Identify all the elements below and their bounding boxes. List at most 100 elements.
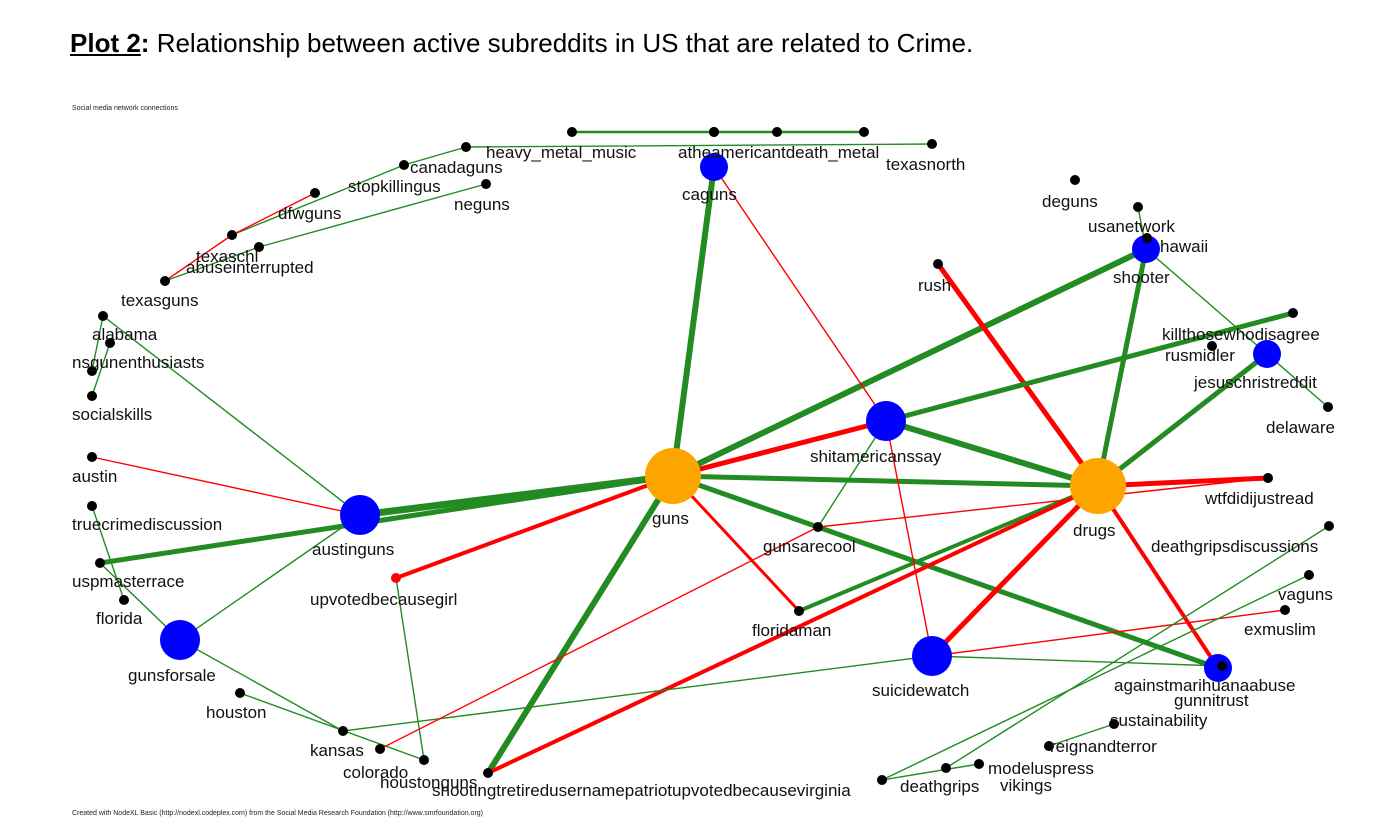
node-austinguns[interactable] [340, 495, 380, 535]
node-label-dfwguns: dfwguns [278, 204, 341, 223]
node-shitamericanssay[interactable] [866, 401, 906, 441]
edge-austinguns-texasguns [102, 315, 361, 516]
node-upvotedbecausegirl[interactable] [391, 573, 401, 583]
node-guns[interactable] [645, 448, 701, 504]
node-reignandterror[interactable] [1044, 741, 1054, 751]
node-texasguns[interactable] [98, 311, 108, 321]
node-deguns[interactable] [1070, 175, 1080, 185]
node-houstonguns[interactable] [419, 755, 429, 765]
node-top-row-2 [772, 127, 782, 137]
plot-heading-text: Relationship between active subreddits i… [149, 28, 974, 58]
edge-guns-uspmasterrace [97, 473, 676, 566]
edge-suicidewatch-exmuslim [931, 609, 1286, 657]
node-label-rush: rush [918, 276, 951, 295]
node-abuseinterrupted[interactable] [160, 276, 170, 286]
node-label-deguns: deguns [1042, 192, 1098, 211]
node-socialskills[interactable] [87, 391, 97, 401]
node-label-hawaii: hawaii [1160, 237, 1208, 256]
node-kansas[interactable] [338, 726, 348, 736]
edge-drugs-shooter [1095, 246, 1149, 489]
node-neguns[interactable] [481, 179, 491, 189]
node-atheamericantdeath_metal[interactable] [709, 127, 719, 137]
node-exmuslim[interactable] [1280, 605, 1290, 615]
node-austin[interactable] [87, 452, 97, 462]
node-rush[interactable] [933, 259, 943, 269]
edge-guns-upvotedbecausegirl [394, 474, 675, 580]
edge-austinguns-gunsforsale [179, 514, 361, 641]
node-label-kansas: kansas [310, 741, 364, 760]
node-rusmidler[interactable] [1207, 341, 1217, 351]
node-label-alabama: alabama [92, 325, 158, 344]
node-vikings[interactable] [941, 763, 951, 773]
node-truecrimediscussion[interactable] [87, 501, 97, 511]
node-usanetwork[interactable] [1133, 202, 1143, 212]
node-label-florida: florida [96, 609, 143, 628]
node-heavy_metal_music[interactable] [461, 142, 471, 152]
node-label-nsgunenthusiasts: nsgunenthusiasts [72, 353, 204, 372]
node-gunsarecool[interactable] [813, 522, 823, 532]
node-caguns[interactable] [700, 153, 728, 181]
edge-dfwguns-stopkillingus [231, 192, 316, 236]
edge-guns-floridaman [671, 474, 801, 613]
node-label-heavy_metal_music: heavy_metal_music [486, 143, 637, 162]
node-wtfdidijustread[interactable] [1263, 473, 1273, 483]
node-killthosewhodisagree[interactable] [1288, 308, 1298, 318]
edge-deathgripsdiscussions-vikings [945, 525, 1330, 769]
node-label-vikings: vikings [1000, 776, 1052, 795]
edge-drugs-jesuschristreddit [1095, 351, 1270, 489]
node-drugs[interactable] [1070, 458, 1126, 514]
edge-houston-houstonguns [239, 692, 425, 761]
node-gunsforsale[interactable] [160, 620, 200, 660]
node-shooter[interactable] [1132, 235, 1160, 263]
node-jesuschristreddit[interactable] [1253, 340, 1281, 368]
edge-suicidewatch-kansas [342, 655, 933, 732]
node-label-shitamericanssay: shitamericanssay [810, 447, 942, 466]
edge-heavy_metal_music-canadaguns [403, 146, 467, 166]
node-suicidewatch[interactable] [912, 636, 952, 676]
node-uspmasterrace[interactable] [95, 558, 105, 568]
label-layer: guns drugs shitamericanssay austinguns gunsf… [72, 143, 1335, 800]
node-vaguns[interactable] [1304, 570, 1314, 580]
node-sustainability[interactable] [1109, 719, 1119, 729]
node-label-abuseinterrupted: abuseinterrupted [186, 258, 314, 277]
node-layer [87, 127, 1334, 785]
edge-drugs-floridaman [797, 484, 1100, 613]
node-alabama[interactable] [105, 338, 115, 348]
node-label-austinguns: austinguns [312, 540, 394, 559]
node-stopkillingus[interactable] [310, 188, 320, 198]
node-deathgripsdiscussions[interactable] [1324, 521, 1334, 531]
node-label-upvotedbecausegirl: upvotedbecausegirl [310, 590, 457, 609]
node-delaware[interactable] [1323, 402, 1333, 412]
node-houston[interactable] [235, 688, 245, 698]
node-againstmarihuanaabuse[interactable] [1217, 661, 1227, 671]
node-shootingtretiredusername[interactable] [483, 768, 493, 778]
node-dfwguns[interactable] [227, 230, 237, 240]
node-label-socialskills: socialskills [72, 405, 152, 424]
edge-guns-drugs [670, 473, 1101, 489]
node-label-wtfdidijustread: wtfdidijustread [1204, 489, 1314, 508]
edge-alabama-socialskills [91, 342, 111, 397]
node-nsgunenthusiasts[interactable] [87, 366, 97, 376]
node-canadaguns[interactable] [399, 160, 409, 170]
node-label-shootingtretiredusername: shootingtretiredusernamepatriotupvotedbe… [432, 781, 851, 800]
node-deathgrips[interactable] [877, 775, 887, 785]
node-florida[interactable] [119, 595, 129, 605]
node-label-delaware: delaware [1266, 418, 1335, 437]
node-label-austin: austin [72, 467, 117, 486]
node-label-floridaman: floridaman [752, 621, 831, 640]
node-label-stopkillingus: stopkillingus [348, 177, 441, 196]
node-top-row-0 [567, 127, 577, 137]
edge-guns-gunnitrust [670, 473, 1221, 671]
edge-drugs-suicidewatch [929, 483, 1101, 659]
node-label-gunnitrust: gunnitrust [1174, 691, 1249, 710]
node-label-uspmasterrace: uspmasterrace [72, 572, 184, 591]
node-texasnorth[interactable] [927, 139, 937, 149]
node-colorado[interactable] [375, 744, 385, 754]
node-floridaman[interactable] [794, 606, 804, 616]
node-modeluspress[interactable] [974, 759, 984, 769]
node-label-deathgrips: deathgrips [900, 777, 979, 796]
node-texaschl[interactable] [254, 242, 264, 252]
node-hawaii[interactable] [1142, 233, 1152, 243]
plot-heading: Plot 2: Relationship between active subr… [70, 28, 973, 59]
